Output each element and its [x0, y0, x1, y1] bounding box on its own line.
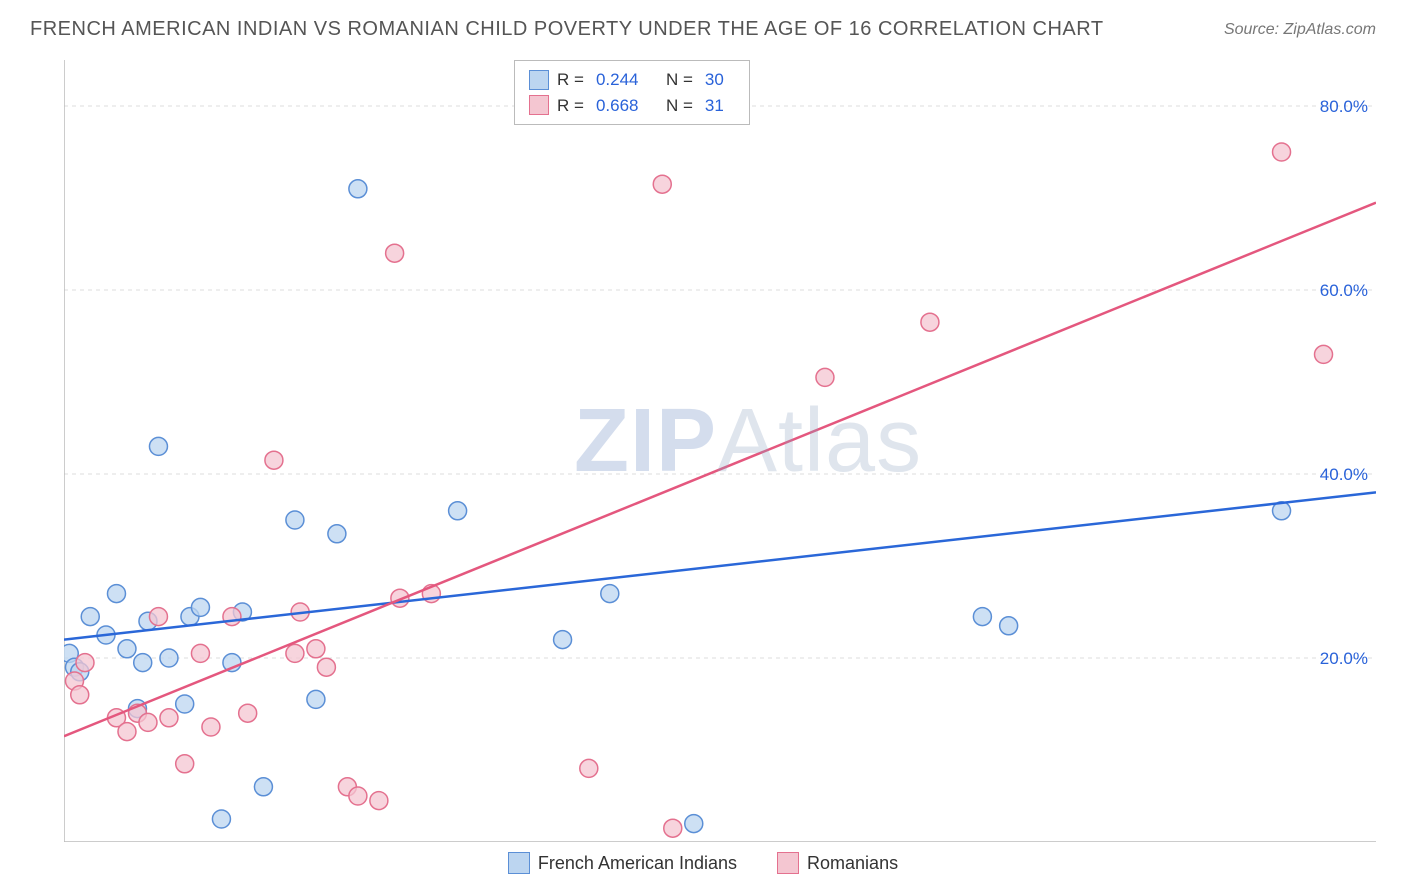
source-label: Source: ZipAtlas.com: [1224, 21, 1376, 39]
stat-r-label: R =: [557, 67, 584, 93]
legend-item: French American Indians: [508, 852, 737, 874]
legend-swatch: [508, 852, 530, 874]
svg-text:40.0%: 40.0%: [1320, 465, 1368, 484]
stat-n-value: 31: [705, 93, 735, 119]
bottom-legend: French American Indians Romanians: [0, 852, 1406, 874]
stat-r-value: 0.668: [596, 93, 646, 119]
legend-swatch: [529, 70, 549, 90]
stat-n-value: 30: [705, 67, 735, 93]
stats-legend-box: R = 0.244 N = 30 R = 0.668 N = 31: [514, 60, 750, 125]
stats-row: R = 0.668 N = 31: [529, 93, 735, 119]
stat-n-label: N =: [666, 67, 693, 93]
legend-label: French American Indians: [538, 853, 737, 874]
svg-text:20.0%: 20.0%: [1320, 649, 1368, 668]
stat-r-value: 0.244: [596, 67, 646, 93]
chart-title: FRENCH AMERICAN INDIAN VS ROMANIAN CHILD…: [30, 18, 1104, 41]
legend-item: Romanians: [777, 852, 898, 874]
legend-swatch: [777, 852, 799, 874]
svg-text:80.0%: 80.0%: [1320, 97, 1368, 116]
stat-n-label: N =: [666, 93, 693, 119]
legend-label: Romanians: [807, 853, 898, 874]
stats-row: R = 0.244 N = 30: [529, 67, 735, 93]
scatter-chart: 20.0%40.0%60.0%80.0%0.0%25.0%: [64, 60, 1376, 842]
stat-r-label: R =: [557, 93, 584, 119]
svg-text:60.0%: 60.0%: [1320, 281, 1368, 300]
chart-area: 20.0%40.0%60.0%80.0%0.0%25.0% ZIPAtlas R…: [64, 60, 1376, 842]
legend-swatch: [529, 95, 549, 115]
